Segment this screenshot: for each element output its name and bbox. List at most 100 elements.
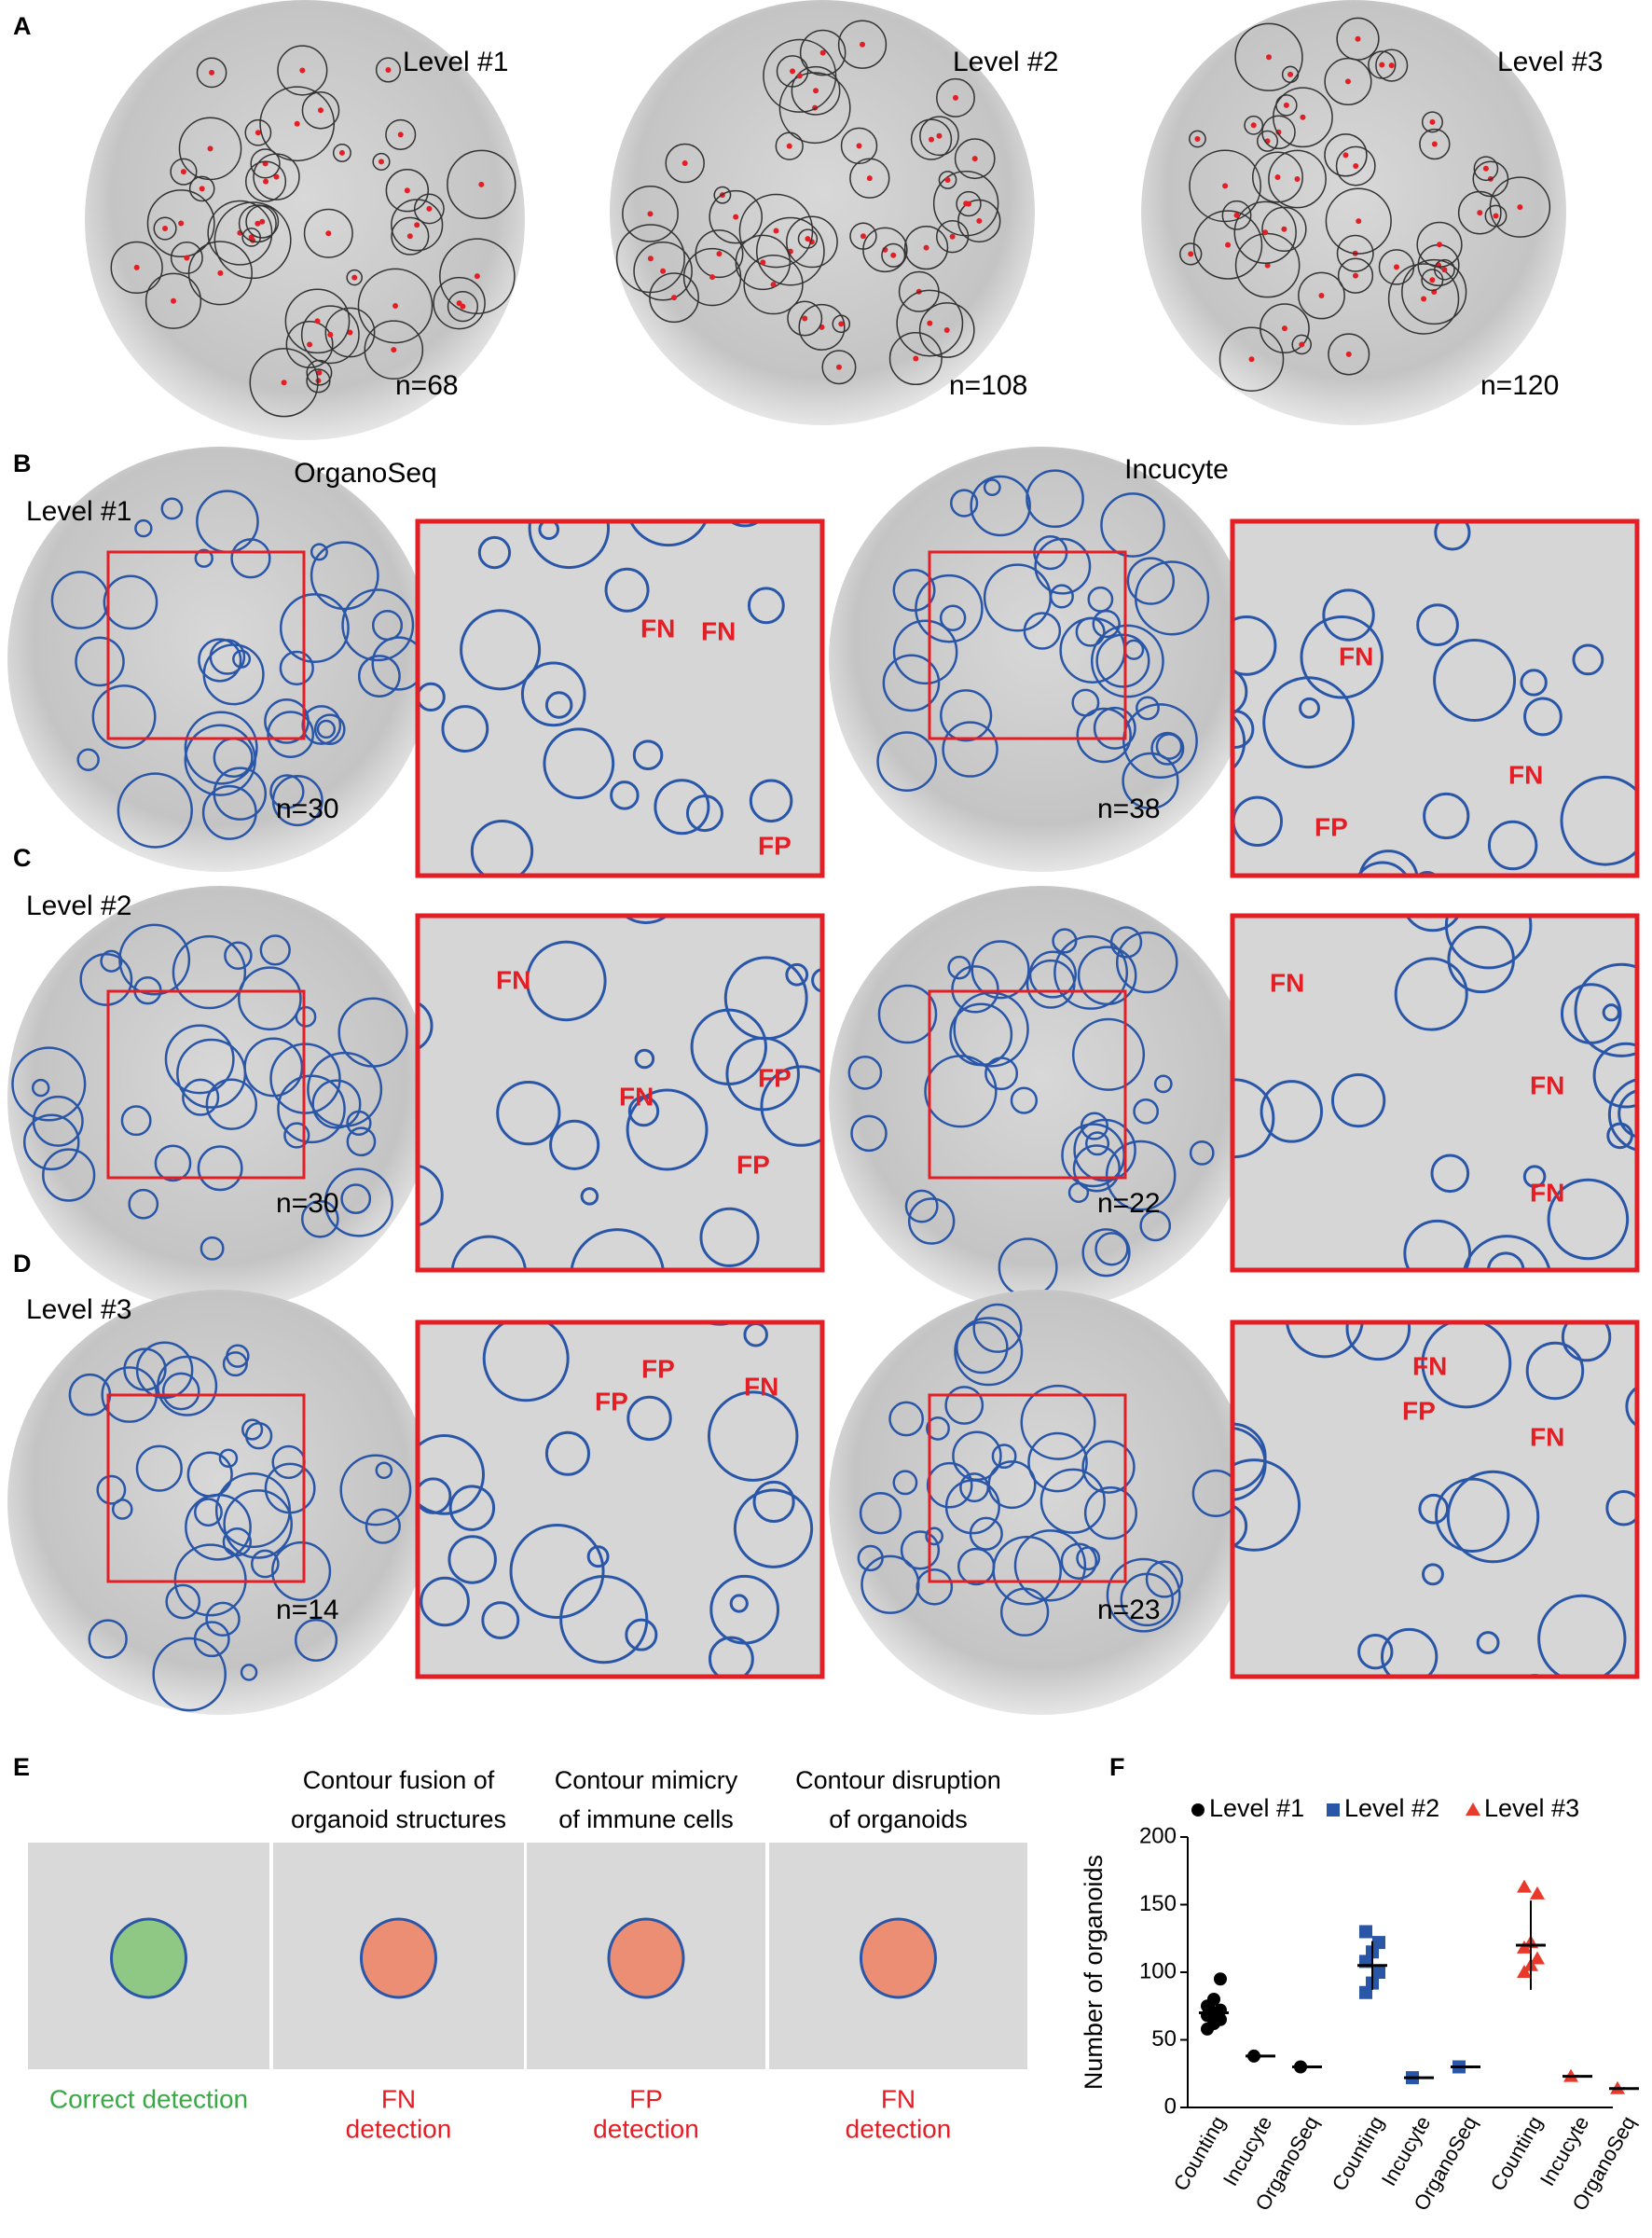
organoid — [520, 661, 586, 727]
count: n=23 — [1097, 1595, 1161, 1625]
organoid — [936, 77, 975, 117]
organoid — [194, 1498, 223, 1527]
organoid — [202, 643, 265, 706]
marker-dot — [1233, 212, 1240, 218]
marker-dot — [1429, 277, 1436, 283]
point — [1517, 1965, 1532, 1978]
dish — [829, 447, 1254, 872]
organoid — [919, 116, 959, 157]
organoid — [224, 941, 253, 971]
organoid — [313, 713, 346, 746]
organoid — [971, 940, 1030, 1000]
organoid — [391, 199, 444, 252]
organoid — [857, 1544, 884, 1572]
organoid — [188, 175, 215, 202]
organoid — [11, 1046, 87, 1122]
marker-dot — [813, 88, 819, 94]
organoid — [956, 1320, 1009, 1375]
organoid — [146, 189, 215, 257]
organoid — [346, 269, 363, 286]
organoid — [226, 1344, 250, 1368]
marker-dot — [259, 218, 266, 225]
organoid — [626, 1088, 709, 1171]
organoid — [259, 934, 291, 966]
organoid — [1325, 187, 1392, 255]
organoid — [1053, 934, 1129, 1010]
organoid — [1109, 926, 1143, 959]
marker-dot — [913, 355, 919, 362]
contours — [418, 916, 822, 1270]
marker-dot — [966, 200, 972, 207]
organoid — [1434, 521, 1471, 551]
organoid — [418, 1164, 444, 1227]
organoid — [940, 689, 993, 742]
organoid — [1139, 1209, 1172, 1242]
inset-bg — [1232, 916, 1637, 1270]
marker-dot — [316, 369, 323, 376]
organoid — [1430, 1154, 1470, 1194]
organoid — [1232, 713, 1246, 771]
organoid — [1405, 916, 1461, 932]
organoid — [1189, 149, 1261, 223]
organoid — [482, 1322, 570, 1402]
organoid — [450, 1235, 528, 1270]
organoid — [1027, 1431, 1088, 1493]
organoid — [849, 158, 890, 199]
organoid — [75, 636, 125, 687]
marker-dot — [647, 211, 654, 217]
zoom-box — [106, 1393, 306, 1583]
organoid — [1052, 928, 1078, 954]
annotation: FN — [1270, 968, 1304, 997]
organoid — [1421, 111, 1443, 133]
caption: detection — [593, 2114, 699, 2143]
marker-dot — [929, 136, 935, 143]
marker-dot — [1482, 165, 1489, 172]
organoid — [837, 20, 888, 69]
organoid — [1421, 1322, 1512, 1409]
marker-dot — [1441, 267, 1448, 273]
point — [1517, 1879, 1532, 1893]
organoid — [1356, 861, 1409, 876]
organoid — [525, 940, 607, 1022]
annotation: FN — [1412, 1351, 1447, 1380]
annotation: FN — [701, 616, 736, 645]
organoid — [100, 949, 123, 973]
count: n=30 — [276, 794, 339, 824]
organoid — [509, 1523, 605, 1619]
organoid — [161, 1372, 200, 1411]
y-tick-label: 150 — [1139, 1891, 1177, 1916]
panel-label: A — [13, 12, 32, 40]
organoid — [264, 1462, 316, 1514]
dish — [7, 886, 433, 1311]
image-title: Level #1 — [403, 47, 508, 77]
dish — [829, 886, 1254, 1311]
organoid — [357, 655, 401, 698]
organoid — [306, 368, 331, 394]
marker-dot — [314, 318, 321, 325]
annotation: FN — [1530, 1071, 1564, 1099]
organoid — [1605, 1489, 1637, 1527]
inset — [1230, 913, 1640, 1273]
organoid — [881, 242, 906, 268]
organoid — [42, 1148, 96, 1202]
marker-dot — [317, 107, 324, 114]
organoid — [1100, 492, 1165, 558]
organoid — [196, 57, 227, 89]
organoid — [1336, 17, 1380, 61]
marker-dot — [952, 94, 958, 101]
organoid — [1026, 469, 1084, 529]
zoom-box — [928, 989, 1127, 1180]
inset-bg — [418, 916, 822, 1270]
marker-dot — [1342, 152, 1349, 159]
organoid — [892, 619, 958, 685]
marker-dot — [671, 295, 678, 301]
organoid — [1105, 1140, 1177, 1211]
organoid — [959, 1472, 990, 1503]
organoid — [135, 1444, 183, 1492]
organoid — [346, 1126, 377, 1157]
organoid — [1330, 1072, 1386, 1128]
organoid — [170, 158, 198, 186]
marker-dot — [426, 205, 433, 212]
organoid — [1345, 1322, 1411, 1361]
annotation: FP — [641, 1354, 675, 1383]
